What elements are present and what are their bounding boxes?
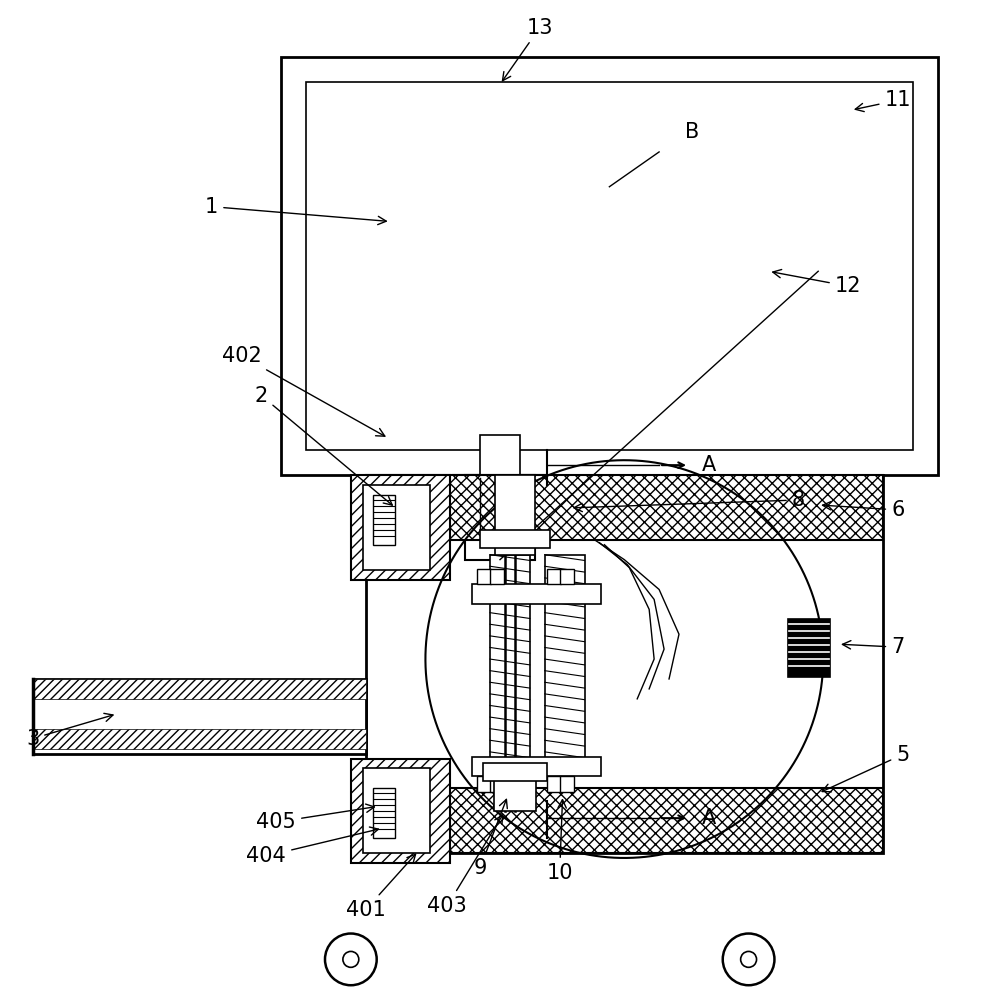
Text: 405: 405 <box>256 804 374 833</box>
Text: 5: 5 <box>822 744 909 792</box>
Text: 7: 7 <box>842 638 904 657</box>
Text: 401: 401 <box>346 854 416 920</box>
Circle shape <box>325 934 377 985</box>
Bar <box>545 554 585 763</box>
Bar <box>490 554 530 763</box>
Bar <box>373 788 395 839</box>
Bar <box>351 758 450 863</box>
Bar <box>547 776 561 792</box>
Text: 9: 9 <box>473 799 507 878</box>
Bar <box>33 679 366 753</box>
Text: 402: 402 <box>222 346 385 437</box>
Bar <box>477 568 491 584</box>
Bar <box>490 776 504 792</box>
Circle shape <box>741 951 757 967</box>
Bar <box>494 776 536 811</box>
Bar <box>472 756 601 776</box>
Text: A: A <box>702 455 716 475</box>
Text: 8: 8 <box>574 490 805 512</box>
Bar <box>33 729 366 748</box>
Bar <box>490 568 504 584</box>
Bar <box>373 495 395 544</box>
Bar <box>366 475 883 540</box>
Text: 404: 404 <box>246 827 378 866</box>
Text: 3: 3 <box>26 714 113 748</box>
Text: 403: 403 <box>427 815 503 916</box>
Bar <box>363 768 430 853</box>
Text: A: A <box>702 808 716 829</box>
Text: 13: 13 <box>502 18 553 81</box>
Bar <box>547 568 561 584</box>
Text: 1: 1 <box>205 197 386 225</box>
Bar <box>472 584 601 604</box>
Bar <box>363 485 430 569</box>
Bar <box>560 776 574 792</box>
Bar <box>788 620 830 677</box>
Bar <box>483 763 547 781</box>
Bar <box>453 475 547 530</box>
Text: 12: 12 <box>773 269 861 296</box>
Bar <box>480 530 550 547</box>
Bar <box>33 679 366 699</box>
Bar <box>560 568 574 584</box>
Text: 6: 6 <box>823 500 904 520</box>
Bar <box>495 475 535 554</box>
Bar <box>351 475 450 579</box>
Bar <box>281 57 938 475</box>
Bar <box>366 788 883 853</box>
Text: 2: 2 <box>255 385 392 505</box>
Bar <box>477 776 491 792</box>
Bar <box>306 82 913 450</box>
Text: B: B <box>685 122 699 142</box>
Circle shape <box>343 951 359 967</box>
Circle shape <box>723 934 774 985</box>
Bar <box>366 475 883 853</box>
Bar <box>480 436 520 475</box>
Text: 10: 10 <box>546 800 573 883</box>
Bar <box>465 475 535 559</box>
Text: 11: 11 <box>855 90 911 112</box>
